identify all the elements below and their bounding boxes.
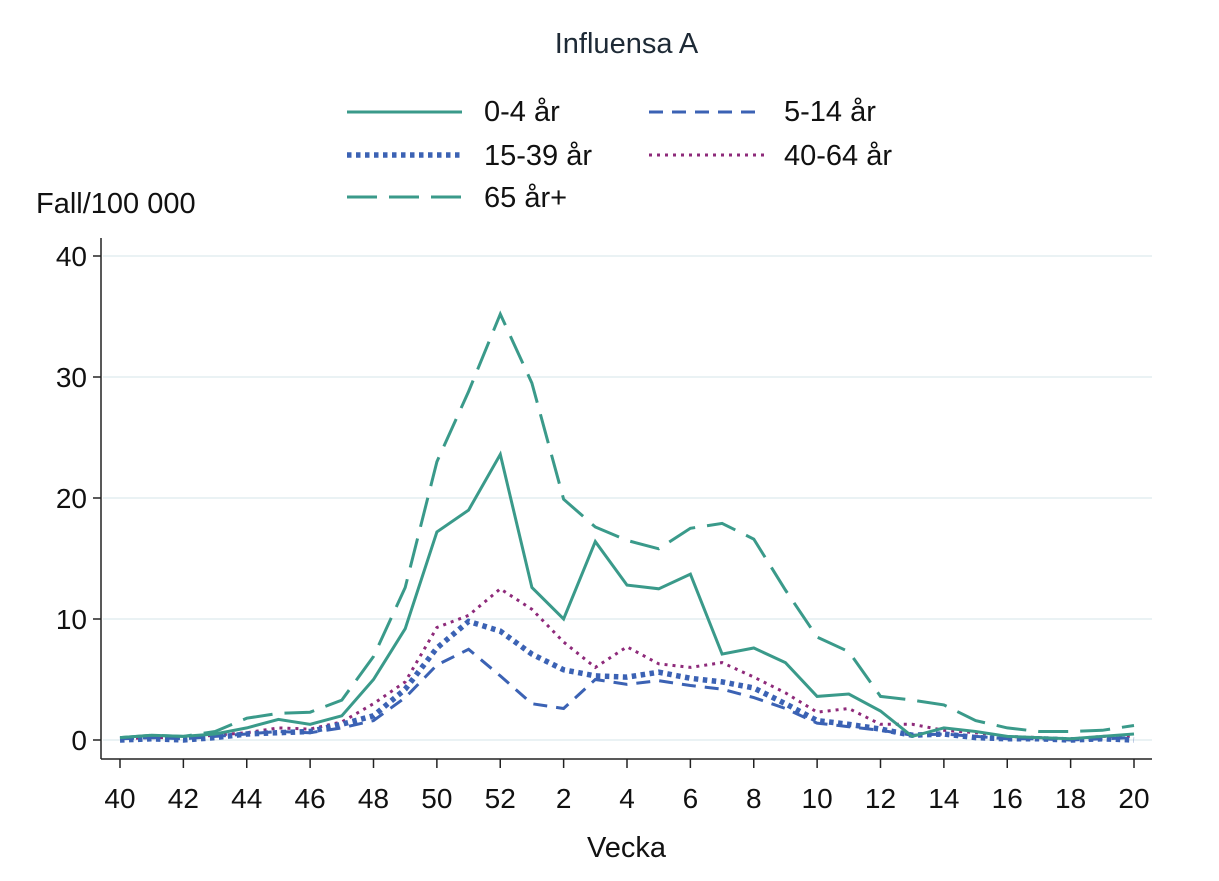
legend-label-40-64: 40-64 år xyxy=(784,140,893,172)
y-tick-label-40: 40 xyxy=(56,241,87,272)
x-tick-label-50: 50 xyxy=(421,783,452,814)
x-tick-label-20: 20 xyxy=(1118,783,1149,814)
legend-label-15-39: 15-39 år xyxy=(484,140,593,172)
x-tick-label-44: 44 xyxy=(231,783,262,814)
legend-label-0-4: 0-4 år xyxy=(484,96,560,128)
y-tick-label-0: 0 xyxy=(71,725,87,756)
y-tick-label-10: 10 xyxy=(56,604,87,635)
series-line-15-39-r xyxy=(119,618,1135,743)
chart-title: Influensa A xyxy=(554,28,699,60)
series-line-5-14-r xyxy=(119,647,1135,742)
x-tick-label-14: 14 xyxy=(928,783,959,814)
series-line-0-4-r xyxy=(119,450,1135,741)
series-line-40-64-r xyxy=(119,586,1134,741)
x-tick-label-48: 48 xyxy=(358,783,389,814)
x-tick-label-18: 18 xyxy=(1055,783,1086,814)
series-line-65-r- xyxy=(119,310,1135,740)
x-tick-label-4: 4 xyxy=(619,783,635,814)
x-axis-label: Vecka xyxy=(587,832,666,864)
x-tick-label-16: 16 xyxy=(992,783,1023,814)
y-axis-label: Fall/100 000 xyxy=(36,188,196,220)
y-tick-label-30: 30 xyxy=(56,362,87,393)
legend-label-5-14: 5-14 år xyxy=(784,96,876,128)
x-tick-label-8: 8 xyxy=(746,783,762,814)
x-tick-label-10: 10 xyxy=(802,783,833,814)
x-tick-label-12: 12 xyxy=(865,783,896,814)
x-tick-label-42: 42 xyxy=(168,783,199,814)
legend-label-65-plus: 65 år+ xyxy=(484,182,568,214)
y-tick-label-20: 20 xyxy=(56,483,87,514)
x-tick-label-52: 52 xyxy=(485,783,516,814)
x-tick-label-46: 46 xyxy=(295,783,326,814)
x-tick-label-40: 40 xyxy=(104,783,135,814)
x-tick-label-2: 2 xyxy=(556,783,572,814)
x-tick-label-6: 6 xyxy=(683,783,699,814)
